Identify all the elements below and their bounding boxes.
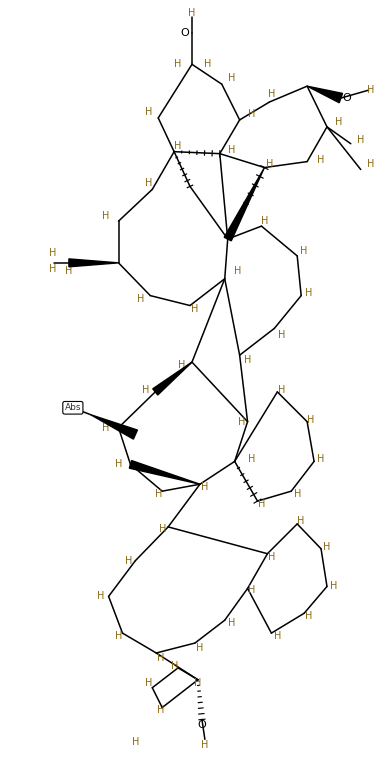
Text: H: H (132, 737, 139, 747)
Text: H: H (157, 705, 164, 715)
Text: H: H (145, 179, 152, 188)
Text: H: H (125, 556, 132, 565)
Text: H: H (194, 678, 202, 688)
Text: H: H (248, 585, 255, 596)
Text: H: H (261, 217, 268, 226)
Text: H: H (307, 415, 315, 425)
Text: H: H (228, 73, 235, 83)
Polygon shape (307, 86, 343, 103)
Text: O: O (197, 721, 206, 731)
Text: H: H (174, 141, 182, 151)
Text: H: H (65, 266, 72, 276)
Polygon shape (91, 415, 138, 439)
Text: H: H (335, 117, 343, 127)
Text: H: H (102, 211, 109, 221)
Text: H: H (115, 459, 122, 469)
Text: O: O (181, 27, 190, 38)
Text: H: H (157, 653, 164, 663)
Polygon shape (224, 167, 265, 241)
Text: H: H (196, 643, 204, 653)
Text: H: H (305, 288, 313, 298)
Text: H: H (201, 740, 208, 750)
Text: H: H (171, 661, 179, 671)
Polygon shape (153, 362, 192, 395)
Text: H: H (145, 678, 152, 688)
Text: H: H (188, 8, 196, 17)
Text: H: H (97, 591, 104, 601)
Text: H: H (204, 59, 211, 70)
Text: H: H (323, 542, 330, 552)
Text: H: H (228, 618, 235, 628)
Text: H: H (367, 85, 374, 95)
Text: H: H (278, 330, 285, 341)
Text: H: H (244, 355, 251, 365)
Text: H: H (258, 499, 265, 509)
Text: H: H (115, 631, 122, 641)
Text: H: H (305, 611, 313, 621)
Text: H: H (155, 489, 162, 499)
Polygon shape (129, 460, 200, 484)
Text: H: H (201, 482, 208, 492)
Text: H: H (268, 89, 275, 99)
Text: H: H (330, 581, 338, 591)
Text: H: H (274, 631, 281, 641)
Text: H: H (234, 266, 241, 276)
Text: H: H (49, 263, 57, 274)
Text: H: H (278, 385, 285, 395)
Text: O: O (343, 93, 351, 103)
Text: H: H (137, 294, 144, 304)
Text: H: H (301, 246, 308, 256)
Text: H: H (248, 454, 255, 464)
Text: H: H (238, 416, 245, 427)
Text: H: H (268, 552, 275, 562)
Text: H: H (317, 154, 325, 164)
Text: Abs: Abs (64, 403, 81, 413)
Text: H: H (248, 109, 255, 119)
Text: H: H (293, 489, 301, 499)
Text: H: H (142, 385, 149, 395)
Text: H: H (158, 524, 166, 534)
Text: H: H (145, 107, 152, 117)
Text: H: H (49, 248, 57, 258)
Text: H: H (317, 454, 325, 464)
Text: H: H (179, 360, 186, 370)
Text: H: H (357, 135, 365, 145)
Text: H: H (191, 304, 199, 313)
Text: H: H (266, 158, 273, 169)
Text: H: H (102, 422, 109, 433)
Text: H: H (298, 516, 305, 526)
Text: H: H (228, 145, 235, 154)
Text: H: H (174, 59, 182, 70)
Text: H: H (367, 158, 374, 169)
Polygon shape (69, 259, 119, 266)
